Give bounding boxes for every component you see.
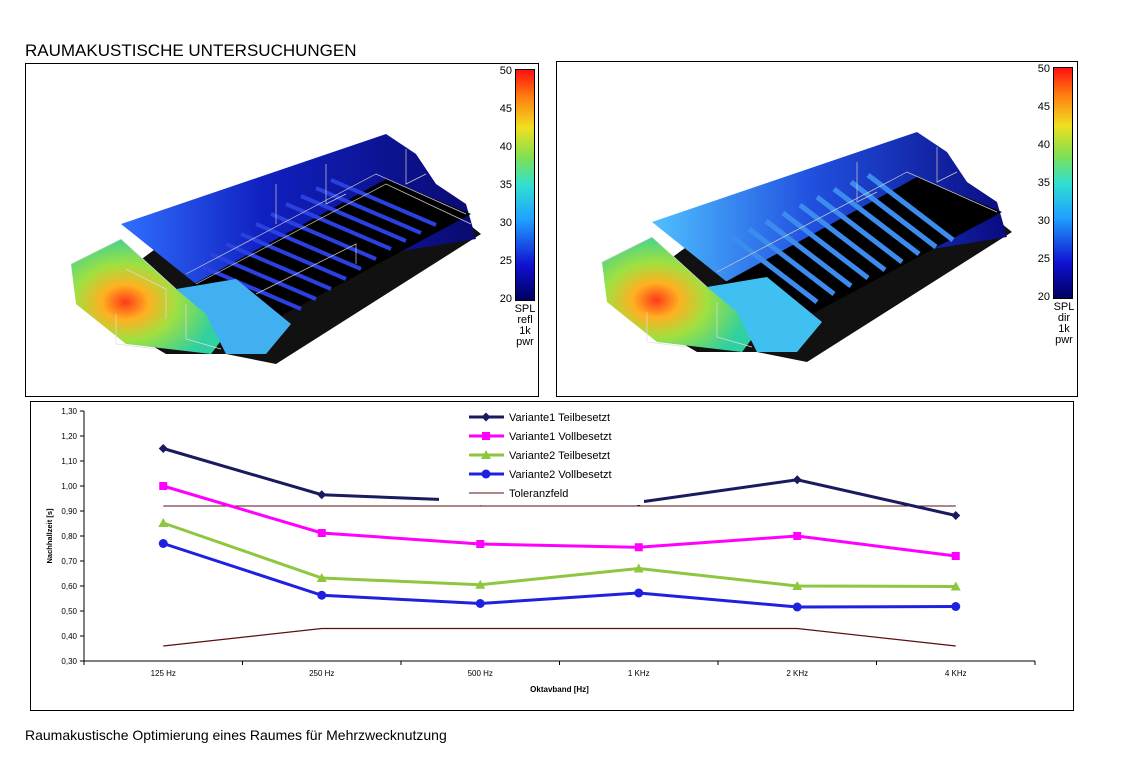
y-tick-label: 0,60 [61,582,77,591]
y-axis-label: Nachhallzeit [s] [45,508,54,564]
page-title: RAUMAKUSTISCHE UNTERSUCHUNGEN [25,41,357,60]
x-tick-label: 4 KHz [945,669,967,678]
data-point [633,563,644,573]
data-point [951,552,960,560]
scale-tick: 30 [499,217,512,229]
scale-label: SPL refl 1k pwr [514,303,536,348]
data-point [475,599,485,608]
data-point [317,590,327,600]
series-line [162,542,956,609]
data-point [481,450,491,459]
data-point [634,543,643,552]
data-point [482,432,490,440]
x-tick-label: 250 Hz [309,669,334,678]
scale-tick: 50 [499,65,512,77]
legend-label: Toleranzfeld [509,488,568,500]
scale-tick: 20 [499,293,512,305]
heatmap-panel-reflected: 50 45 40 35 30 25 20 SPL refl 1k pwr [25,63,539,397]
legend-label: Variante1 Teilbesetzt [509,412,610,424]
data-point [481,469,491,479]
scale-label: SPL dir 1k pwr [1053,301,1075,346]
y-tick-label: 1,30 [61,407,77,416]
scale-tick: 25 [1037,253,1050,265]
heatmap-panel-direct: 50 45 40 35 30 25 20 SPL dir 1k pwr [556,61,1078,397]
data-point [158,518,169,527]
x-axis-label: Oktavband [Hz] [530,685,589,694]
data-point [793,532,802,540]
x-tick-label: 2 KHz [786,669,808,678]
data-point [476,540,485,548]
y-tick-label: 1,20 [61,432,77,441]
y-tick-label: 0,70 [61,557,77,566]
data-point [792,581,803,590]
y-tick-label: 0,40 [61,632,77,641]
scale-tick: 40 [499,141,512,153]
data-point [158,444,168,453]
legend-box [439,409,644,505]
x-tick-label: 125 Hz [151,669,176,678]
tolerance-lower-line [163,627,956,647]
y-tick-label: 0,90 [61,507,77,516]
data-point [951,511,961,520]
legend-label: Variante2 Vollbesetzt [509,469,612,481]
room-model-reflected [70,134,481,364]
reverberation-chart: 0,30 0,40 0,50 0,60 0,70 0,80 0,90 1,00 1,10 1,20… [30,401,1074,711]
series-line [162,484,956,558]
chart-canvas: 0,30 0,40 0,50 0,60 0,70 0,80 0,90 1,00 1,10 1,20… [45,407,1036,694]
data-point [792,602,802,612]
y-tick-label: 1,00 [61,482,77,491]
x-tick-label: 1 KHz [628,669,650,678]
scale-tick: 20 [1037,291,1050,303]
legend-label: Variante1 Vollbesetzt [509,431,612,443]
color-scale-bar [515,69,535,301]
data-point [475,579,486,589]
data-point [950,581,961,591]
y-tick-label: 0,80 [61,532,77,541]
scale-tick: 40 [1037,139,1050,151]
scale-tick: 25 [499,255,512,267]
data-point [634,588,644,598]
color-scale-bar [1053,67,1073,299]
data-point [951,602,961,611]
room-model-direct [601,132,1012,362]
scale-tick: 45 [499,103,512,115]
legend-label: Variante2 Teilbesetzt [509,450,610,462]
caption: Raumakustische Optimierung eines Raumes … [25,727,447,743]
data-point [317,529,326,537]
series-line [162,521,956,588]
y-tick-label: 1,10 [61,457,77,466]
data-point [317,490,327,500]
data-point [158,539,168,548]
scale-tick: 35 [1037,177,1050,189]
y-tick-label: 0,30 [61,657,77,666]
y-tick-label: 0,50 [61,607,77,616]
data-point [316,573,327,582]
data-point [792,475,802,485]
scale-tick: 45 [1037,101,1050,113]
scale-tick: 50 [1037,63,1050,75]
scale-tick: 30 [1037,215,1050,227]
data-point [481,412,491,422]
x-tick-label: 500 Hz [468,669,493,678]
data-point [159,482,168,490]
scale-tick: 35 [499,179,512,191]
